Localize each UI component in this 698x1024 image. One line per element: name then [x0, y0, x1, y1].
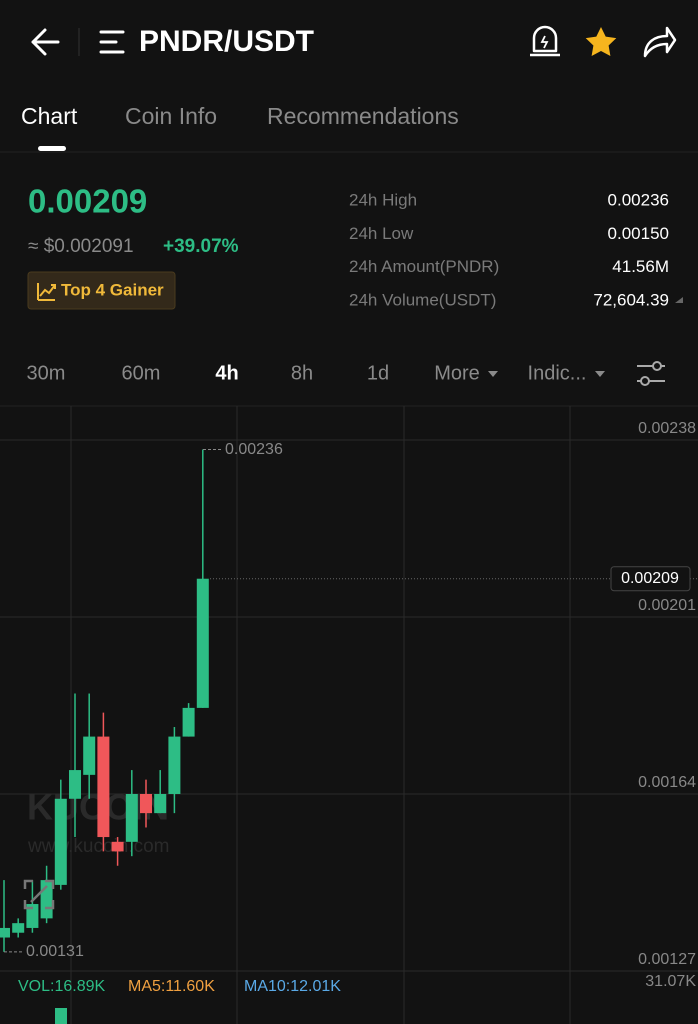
candle-body	[12, 923, 25, 933]
back-button[interactable]	[31, 28, 60, 56]
interval-bar: 30m 60m 4h 8h 1d More Indic...	[27, 362, 587, 384]
vol-max-label: 31.07K	[645, 973, 696, 990]
y-tick-label: 0.00164	[638, 774, 696, 791]
candle-body	[140, 793, 152, 814]
vol-label: VOL:16.89K	[18, 978, 106, 995]
interval-option[interactable]: 8h	[291, 362, 313, 384]
watermark: www.kucoin.com	[27, 836, 170, 857]
candle-body	[83, 736, 96, 775]
stat-label: 24h Low	[349, 224, 414, 243]
candle-body	[111, 841, 124, 852]
interval-option[interactable]: 60m	[122, 362, 161, 384]
stat-label: 24h Volume(USDT)	[349, 290, 496, 309]
stat-value: 41.56M	[612, 257, 669, 276]
last-price-label: 0.00209	[621, 570, 679, 587]
candle-body	[97, 736, 110, 838]
high-label: 0.00236	[225, 441, 283, 458]
dropdown-icon	[488, 371, 498, 377]
y-tick-label: 0.00238	[638, 420, 696, 437]
candle-body	[54, 798, 67, 885]
expand-icon[interactable]	[675, 297, 683, 303]
badge-text[interactable]: Top 4 Gainer	[61, 280, 164, 299]
candle-body	[26, 904, 39, 928]
favorite-button[interactable]	[585, 27, 617, 56]
stat-label: 24h Amount(PNDR)	[349, 257, 499, 276]
interval-option[interactable]: Indic...	[528, 362, 587, 384]
last-price-box	[610, 566, 691, 592]
stat-label: 24h High	[349, 190, 417, 209]
tab-bar: Chart Coin Info Recommendations	[21, 103, 459, 129]
badge[interactable]	[27, 271, 176, 310]
candle-body	[196, 578, 209, 708]
ma5-label: MA5:11.60K	[128, 978, 215, 995]
tab-indicator	[38, 146, 66, 151]
candle-body	[125, 793, 138, 842]
alert-button[interactable]	[530, 25, 560, 57]
last-price: 0.00209	[28, 183, 147, 220]
grid	[70, 406, 571, 1024]
candle-body	[154, 793, 167, 814]
candle-body	[69, 770, 81, 799]
stat-value: 0.00236	[608, 190, 669, 209]
y-tick-label: 0.00127	[638, 951, 696, 968]
tab[interactable]: Recommendations	[267, 103, 459, 129]
settings-button[interactable]	[637, 361, 665, 386]
y-tick-label: 0.00201	[638, 597, 696, 614]
stats: 24h High 0.00236 24h Low 0.00150 24h Amount(…	[349, 190, 669, 309]
menu-button[interactable]	[99, 30, 125, 54]
stat-value: 0.00150	[608, 224, 669, 243]
volume-bar	[55, 1008, 67, 1024]
low-label: 0.00131	[26, 943, 84, 960]
interval-option[interactable]: More	[434, 362, 480, 384]
candle-body	[0, 927, 10, 938]
price-change: +39.07%	[163, 236, 239, 257]
interval-option[interactable]: 4h	[215, 362, 238, 384]
candle-body	[182, 707, 195, 737]
fullscreen-button[interactable]	[23, 879, 55, 910]
fiat-price: ≈ $0.002091	[28, 236, 134, 257]
dropdown-icon	[595, 371, 605, 377]
plot: 0.00127 0.00164 0.00201 0.00238 0.00236 0.001…	[0, 420, 698, 972]
badge-icon	[37, 283, 56, 301]
interval-option[interactable]: 30m	[27, 362, 66, 384]
tab[interactable]: Chart	[21, 103, 78, 129]
share-button[interactable]	[643, 26, 677, 58]
ma10-label: MA10:12.01K	[244, 978, 341, 995]
stat-value: 72,604.39	[593, 290, 669, 309]
pair-title[interactable]: PNDR/USDT	[139, 25, 314, 58]
interval-option[interactable]: 1d	[367, 362, 389, 384]
tab[interactable]: Coin Info	[125, 103, 217, 129]
candle-body	[168, 736, 181, 794]
